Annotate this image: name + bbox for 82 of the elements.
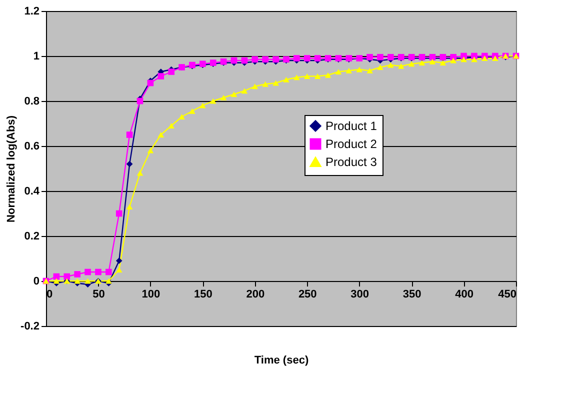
point <box>106 268 112 276</box>
point <box>366 54 373 60</box>
point <box>294 74 300 80</box>
point <box>189 108 196 114</box>
x-tick-label: 300 <box>350 288 370 300</box>
y-tick-label: 0.8 <box>24 96 40 108</box>
point <box>53 278 60 284</box>
y-tick-label: -0.2 <box>20 320 40 332</box>
point <box>324 72 332 78</box>
x-tick-label: 400 <box>455 288 474 300</box>
point <box>168 123 174 128</box>
point <box>377 64 384 70</box>
point <box>294 55 300 62</box>
point <box>74 278 80 284</box>
x-tick-label: 150 <box>194 288 212 300</box>
x-axis-title: Time (sec) <box>254 354 309 366</box>
point <box>84 268 91 276</box>
point <box>126 132 133 138</box>
point <box>230 92 238 97</box>
point <box>304 55 310 62</box>
point <box>377 54 384 60</box>
y-tick-label: 0.6 <box>24 140 40 152</box>
point <box>356 66 362 72</box>
point <box>147 80 154 86</box>
point <box>283 76 290 82</box>
point <box>366 68 373 74</box>
point <box>241 57 248 64</box>
point <box>200 102 206 108</box>
point <box>388 62 394 68</box>
x-tick-label: 200 <box>246 288 265 300</box>
point <box>230 57 238 64</box>
point <box>252 84 258 90</box>
point <box>471 56 478 62</box>
point <box>272 80 279 86</box>
point <box>314 55 321 62</box>
x-tick-label: 50 <box>92 288 105 300</box>
point <box>95 268 102 276</box>
legend-label: Product 2 <box>326 136 378 151</box>
point <box>314 74 321 79</box>
x-tick-label: 350 <box>402 288 422 300</box>
y-tick-label: 0.4 <box>24 186 40 198</box>
point <box>262 81 268 87</box>
point <box>126 204 133 210</box>
point <box>168 68 174 75</box>
point <box>418 60 426 66</box>
point <box>126 160 133 168</box>
point <box>304 74 310 79</box>
point <box>335 69 342 74</box>
point <box>64 273 70 280</box>
point <box>220 94 227 100</box>
point <box>116 210 122 217</box>
x-tick-label: 100 <box>142 288 160 300</box>
x-tick-label: 250 <box>298 288 317 300</box>
point <box>158 73 164 80</box>
point <box>210 98 216 104</box>
y-tick-label: 0 <box>33 276 40 288</box>
y-tick-label: 0.2 <box>24 230 40 242</box>
legend-label: Product 3 <box>326 154 378 169</box>
point <box>398 63 404 69</box>
point <box>116 258 122 264</box>
y-tick-label: 1 <box>33 50 40 62</box>
point <box>178 114 185 120</box>
x-tick-label: 450 <box>498 288 516 300</box>
point <box>74 271 80 278</box>
x-tick-label: 0 <box>46 288 53 300</box>
point <box>429 58 436 64</box>
point <box>116 267 122 272</box>
point <box>388 54 394 60</box>
y-axis-title: Normalized log(Abs) <box>6 115 18 222</box>
point <box>136 170 144 176</box>
point <box>346 68 352 74</box>
point <box>241 88 248 94</box>
point <box>84 278 91 284</box>
legend-label: Product 1 <box>326 118 378 133</box>
point <box>147 148 154 154</box>
point <box>408 61 415 67</box>
point <box>440 60 446 66</box>
point <box>450 58 456 64</box>
point <box>106 278 112 284</box>
y-tick-label: 1.2 <box>24 6 40 18</box>
point <box>158 132 164 138</box>
point <box>136 98 144 104</box>
